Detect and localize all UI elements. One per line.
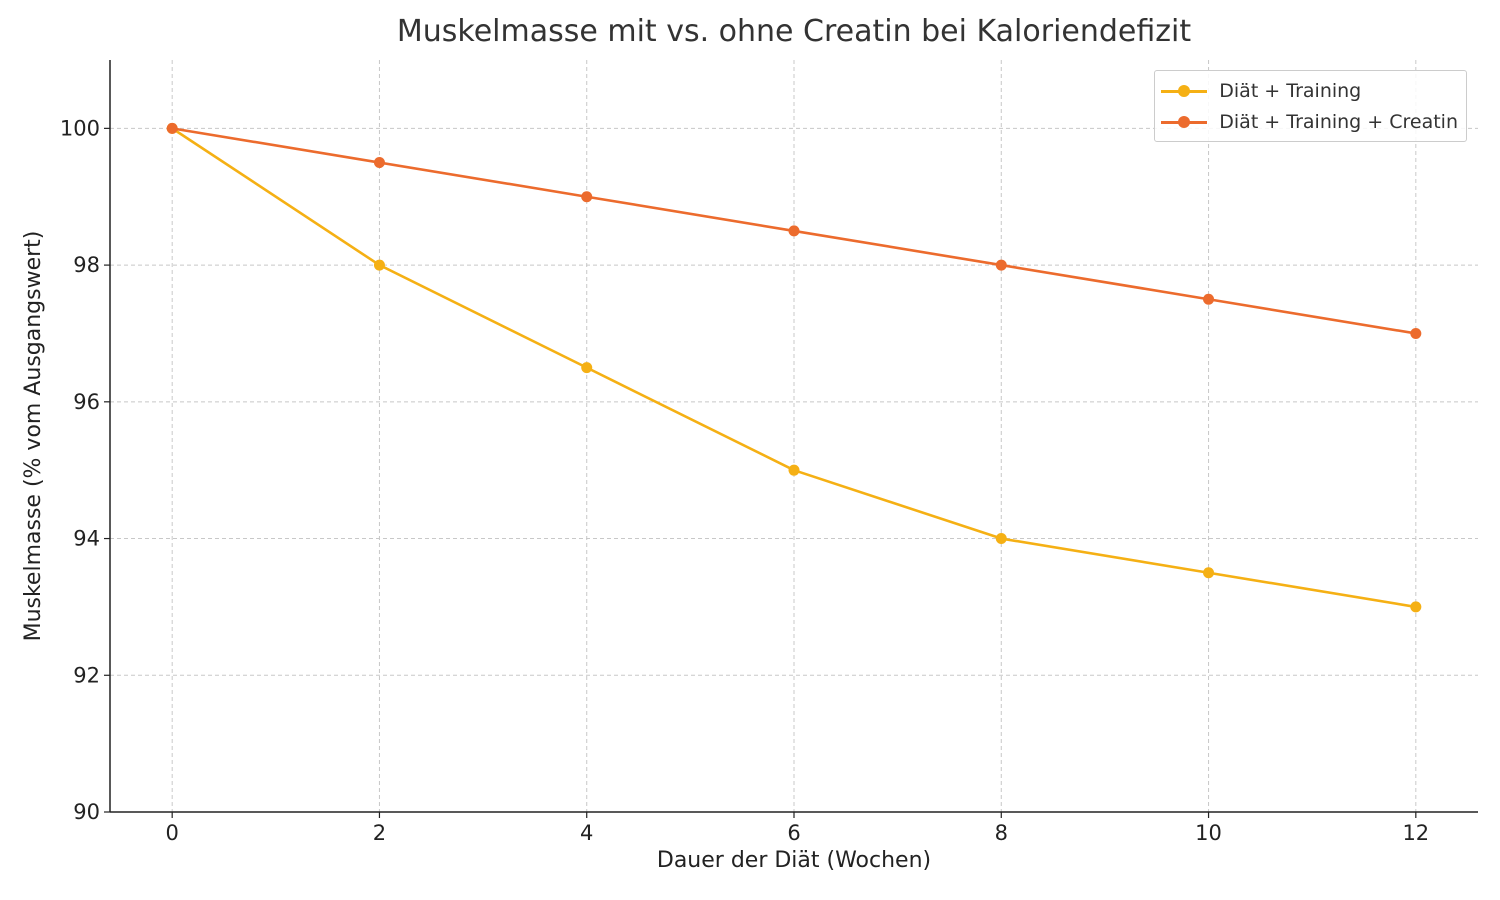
data-point-series-1: [1410, 327, 1422, 339]
x-tick-label: 6: [787, 821, 800, 845]
data-point-series-1: [1203, 293, 1215, 305]
data-point-series-1: [788, 225, 800, 237]
data-point-series-0: [788, 464, 800, 476]
x-tick-label: 8: [995, 821, 1008, 845]
x-tick-label: 0: [165, 821, 178, 845]
data-point-series-0: [581, 362, 593, 374]
x-tick-label: 4: [580, 821, 593, 845]
legend-label: Diät + Training + Creatin: [1219, 110, 1458, 133]
data-point-series-1: [581, 191, 593, 203]
data-point-series-0: [995, 533, 1007, 545]
x-tick-label: 12: [1402, 821, 1429, 845]
x-tick-label: 10: [1195, 821, 1222, 845]
y-tick-label: 96: [73, 390, 100, 414]
data-point-series-1: [166, 122, 178, 134]
y-tick-label: 92: [73, 663, 100, 687]
data-point-series-1: [373, 157, 385, 169]
data-point-series-1: [995, 259, 1007, 271]
x-tick-label: 2: [373, 821, 386, 845]
data-point-series-0: [1203, 567, 1215, 579]
y-tick-label: 94: [73, 527, 100, 551]
data-point-series-0: [1410, 601, 1422, 613]
grid-lines: [110, 60, 1478, 812]
legend-item-diaet-training: Diät + Training: [1161, 75, 1458, 106]
data-point-series-0: [373, 259, 385, 271]
y-axis-label: Muskelmasse (% vom Ausgangswert): [21, 230, 46, 642]
data-series: [166, 122, 1422, 613]
chart-title: Muskelmasse mit vs. ohne Creatin bei Kal…: [396, 14, 1192, 49]
legend-label: Diät + Training: [1219, 79, 1362, 102]
legend-marker-icon: [1161, 84, 1208, 98]
y-tick-label: 100: [60, 116, 100, 140]
legend-marker-icon: [1161, 115, 1208, 129]
ticks: 0 2 4 6 8 10 12 90 92 94 96 98 100: [60, 116, 1429, 845]
x-axis-label: Dauer der Diät (Wochen): [656, 848, 932, 873]
y-tick-label: 90: [73, 800, 100, 824]
legend: Diät + Training Diät + Training + Creati…: [1154, 70, 1467, 142]
y-tick-label: 98: [73, 253, 100, 277]
legend-item-diaet-training-creatin: Diät + Training + Creatin: [1161, 106, 1458, 137]
